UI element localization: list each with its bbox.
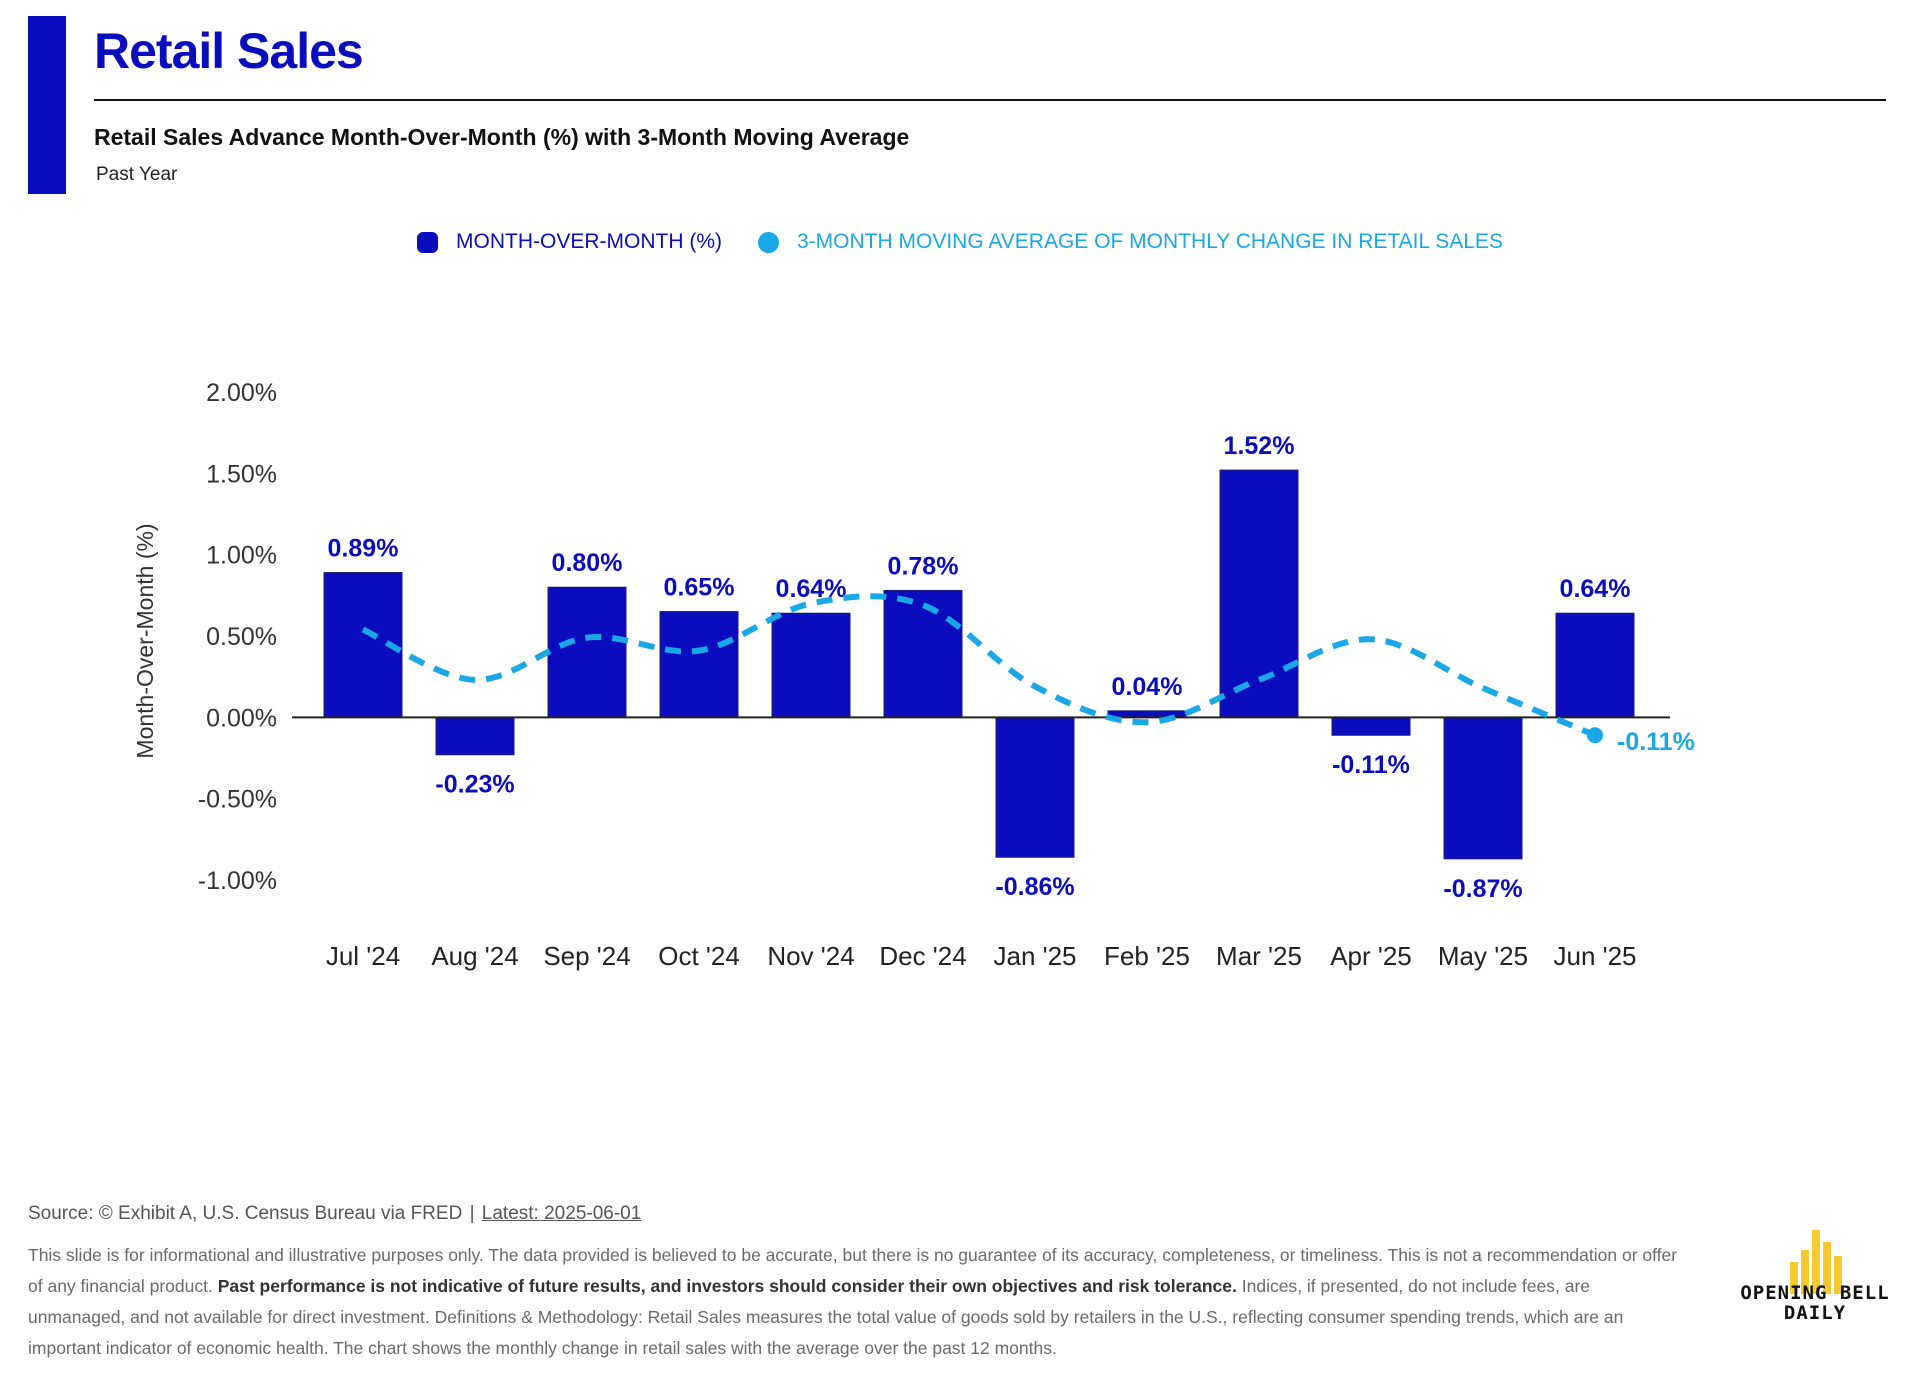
- bar: [547, 586, 627, 718]
- legend-item-mom: MONTH-OVER-MONTH (%): [417, 230, 722, 254]
- legend-swatch-bar: [417, 231, 439, 253]
- legend-label-mom: MONTH-OVER-MONTH (%): [456, 230, 722, 253]
- disclaimer: This slide is for informational and illu…: [28, 1240, 1688, 1364]
- disclaimer-text-bold: Past performance is not indicative of fu…: [217, 1276, 1237, 1296]
- disclaimer-text-end: Indices, if presented, do not include fe…: [28, 1276, 1624, 1358]
- bar-data-label: 1.52%: [1224, 432, 1295, 460]
- moving-average-last-label: -0.11%: [1617, 728, 1695, 756]
- x-tick-label: Jan '25: [993, 941, 1076, 971]
- x-tick-label: May '25: [1438, 941, 1528, 971]
- y-tick-label: 0.50%: [206, 623, 277, 651]
- y-tick-label: 1.50%: [206, 460, 277, 488]
- x-tick-label: Nov '24: [767, 941, 854, 971]
- legend-item-moving-average: 3-MONTH MOVING AVERAGE OF MONTHLY CHANGE…: [758, 230, 1503, 254]
- y-tick-label: 1.00%: [206, 542, 277, 570]
- y-tick-label: -1.00%: [198, 867, 277, 895]
- bar: [995, 716, 1075, 858]
- x-tick-label: Dec '24: [879, 941, 966, 971]
- bar-data-label: 0.80%: [552, 549, 623, 577]
- latest-date-link[interactable]: Latest: 2025-06-01: [481, 1203, 642, 1224]
- x-tick-label: Sep '24: [543, 941, 630, 971]
- logo-line-2: DAILY: [1783, 1302, 1847, 1324]
- bar: [883, 589, 963, 718]
- moving-average-line: [361, 593, 1597, 738]
- bar: [1219, 469, 1299, 718]
- logo-bars-icon: [1790, 1230, 1842, 1294]
- disclaimer-text-start: This slide is for informational and illu…: [28, 1245, 1678, 1296]
- bar: [1555, 612, 1635, 718]
- bar: [435, 716, 515, 756]
- bar-data-label: 0.04%: [1112, 673, 1183, 701]
- x-tick-label: Feb '25: [1104, 941, 1190, 971]
- x-tick-label: Aug '24: [431, 941, 518, 971]
- x-tick-label: Apr '25: [1330, 941, 1412, 971]
- chart-legend: MONTH-OVER-MONTH (%) 3-MONTH MOVING AVER…: [0, 230, 1920, 254]
- logo-wordmark: OPENING BELL DAILY: [1722, 1283, 1908, 1323]
- bar-data-label: 0.89%: [328, 535, 399, 563]
- x-tick-label: Jun '25: [1553, 941, 1636, 971]
- bar-data-label: -0.11%: [1332, 751, 1410, 779]
- logo-line-1: OPENING BELL: [1740, 1282, 1890, 1304]
- timeframe-label: Past Year: [96, 164, 178, 185]
- retail-sales-chart: 2.00% 1.50% 1.00% 0.50% 0.00% -0.50% -1.00% Mon…: [132, 379, 1695, 971]
- bar: [659, 611, 739, 718]
- bar-data-label: 0.64%: [776, 575, 847, 603]
- bar-data-label: -0.23%: [435, 771, 514, 799]
- accent-bar: [28, 16, 66, 194]
- x-tick-label: Oct '24: [658, 941, 740, 971]
- source-separator: |: [469, 1203, 475, 1224]
- y-tick-label: -0.50%: [198, 786, 277, 814]
- y-tick-label: 0.00%: [206, 704, 277, 732]
- legend-swatch-line: [758, 231, 779, 253]
- bar: [771, 612, 851, 718]
- y-axis-title: Month-Over-Month (%): [132, 523, 158, 758]
- bar: [1443, 716, 1523, 860]
- bar: [1331, 716, 1411, 736]
- chart-subtitle: Retail Sales Advance Month-Over-Month (%…: [94, 124, 910, 150]
- bar-data-label: -0.87%: [1443, 875, 1522, 903]
- bar-data-label: -0.86%: [995, 873, 1074, 901]
- page-title: Retail Sales: [94, 23, 364, 79]
- title-divider: [94, 99, 1886, 101]
- opening-bell-logo: [1790, 1230, 1842, 1294]
- y-tick-label: 2.00%: [206, 379, 277, 407]
- x-tick-label: Jul '24: [326, 941, 400, 971]
- source-text: Source: © Exhibit A, U.S. Census Bureau …: [28, 1203, 463, 1224]
- bar-data-label: 0.64%: [1560, 575, 1631, 603]
- legend-label-moving-average: 3-MONTH MOVING AVERAGE OF MONTHLY CHANGE…: [797, 230, 1503, 253]
- moving-average-end-point: [1587, 727, 1603, 744]
- bar-data-label: 0.78%: [888, 552, 959, 580]
- x-tick-label: Mar '25: [1216, 941, 1302, 971]
- bar-data-label: 0.65%: [664, 574, 735, 602]
- source-line: Source: © Exhibit A, U.S. Census Bureau …: [28, 1203, 641, 1225]
